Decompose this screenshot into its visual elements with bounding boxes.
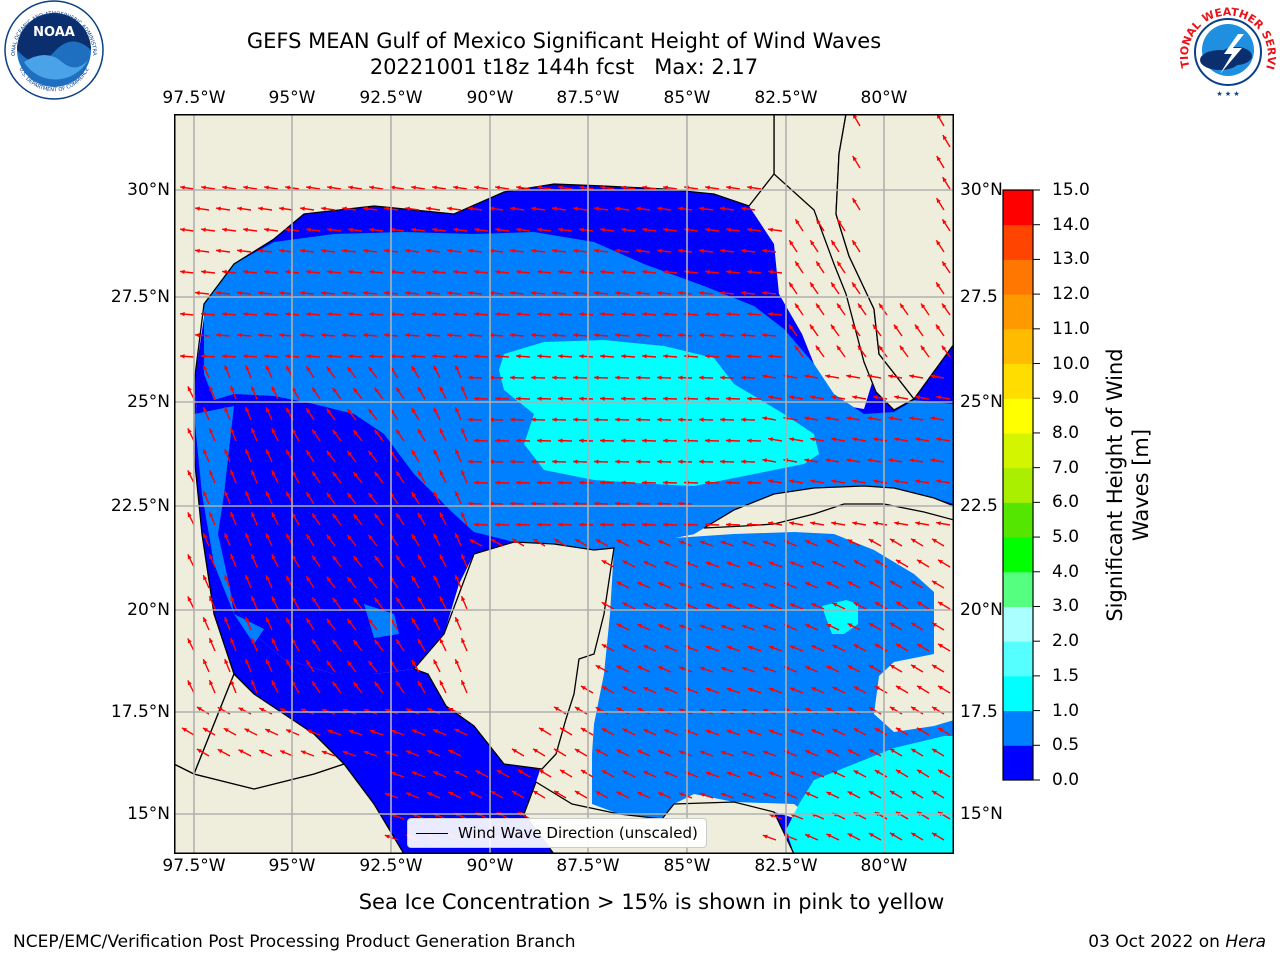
colorbar-band (1003, 745, 1033, 781)
lon-tick-bottom: 97.5°W (162, 856, 226, 876)
colorbar-band (1003, 398, 1033, 434)
colorbar-band (1003, 606, 1033, 642)
lat-tick-left: 20°N (127, 600, 170, 620)
colorbar-band (1003, 502, 1033, 538)
colorbar-tick: 8.0 (1052, 422, 1080, 443)
colorbar-label-line2: Waves [m] (1129, 428, 1153, 542)
colorbar-tick: 5.0 (1052, 527, 1080, 548)
lat-tick-right: 27.5 (960, 287, 998, 307)
colorbar-tick: 1.0 (1052, 700, 1080, 721)
noaa-logo: NOAA NATIONAL OCEANIC AND ATMOSPHERIC AD… (2, 0, 104, 100)
colorbar-band (1003, 537, 1033, 573)
nws-logo: NATIONAL WEATHER SERVICE ★ ★ ★ (1176, 0, 1278, 102)
colorbar-tick: 6.0 (1052, 492, 1080, 513)
lat-tick-right: 17.5 (960, 702, 998, 722)
lat-tick-right: 25°N (960, 392, 1003, 412)
lat-tick-left: 17.5°N (110, 702, 170, 722)
lat-tick-left: 25°N (127, 392, 170, 412)
lon-tick-top: 82.5°W (754, 88, 818, 108)
colorbar-band (1003, 224, 1033, 260)
run-host: Hera (1225, 932, 1266, 952)
lon-tick-bottom: 85°W (663, 856, 711, 876)
lon-tick-bottom: 95°W (268, 856, 316, 876)
lon-tick-bottom: 80°W (860, 856, 908, 876)
run-date-text: 03 Oct 2022 on (1088, 932, 1226, 952)
graticule (174, 114, 954, 854)
lon-tick-top: 97.5°W (162, 88, 226, 108)
lat-tick-left: 30°N (127, 180, 170, 200)
colorbar-band (1003, 190, 1033, 226)
wind-wave-arrows (179, 114, 951, 841)
colorbar-band (1003, 294, 1033, 330)
lon-tick-top: 87.5°W (556, 88, 620, 108)
map-title: GEFS MEAN Gulf of Mexico Significant Hei… (246, 29, 882, 53)
lon-tick-top: 92.5°W (359, 88, 423, 108)
colorbar-band (1003, 467, 1033, 503)
lon-tick-bottom: 92.5°W (359, 856, 423, 876)
colorbar-band (1003, 363, 1033, 399)
colorbar-tick: 0.0 (1052, 770, 1080, 790)
colorbar (1002, 189, 1040, 781)
colorbar-tick: 13.0 (1052, 249, 1090, 270)
lon-tick-bottom: 82.5°W (754, 856, 818, 876)
colorbar-band (1003, 641, 1033, 677)
map-subtitle: 20221001 t18z 144h fcst Max: 2.17 (369, 55, 759, 79)
colorbar-band (1003, 259, 1033, 295)
colorbar-tick: 10.0 (1052, 353, 1090, 374)
colorbar-band (1003, 571, 1033, 607)
colorbar-label-line1: Significant Height of Wind (1103, 348, 1127, 622)
colorbar-band (1003, 432, 1033, 469)
svg-text:★ ★ ★: ★ ★ ★ (1216, 90, 1239, 98)
lat-tick-right: 20°N (960, 600, 1003, 620)
lon-tick-top: 95°W (268, 88, 316, 108)
lat-tick-right: 15°N (960, 804, 1003, 824)
sea-ice-note: Sea Ice Concentration > 15% is shown in … (358, 890, 945, 914)
run-date: 03 Oct 2022 on Hera (1088, 932, 1266, 952)
noaa-logo-word: NOAA (33, 25, 75, 40)
colorbar-tick: 15.0 (1052, 180, 1090, 200)
gulf-of-mexico-wave-map (174, 114, 954, 854)
colorbar-band (1003, 675, 1033, 712)
colorbar-band (1003, 328, 1033, 365)
colorbar-tick: 9.0 (1052, 388, 1080, 409)
lon-tick-top: 90°W (466, 88, 514, 108)
lat-tick-left: 22.5°N (110, 496, 170, 516)
colorbar-tick: 4.0 (1052, 561, 1080, 582)
lat-tick-right: 22.5 (960, 496, 998, 516)
lon-tick-bottom: 90°W (466, 856, 514, 876)
colorbar-tick: 3.0 (1052, 596, 1080, 617)
colorbar-tick: 11.0 (1052, 318, 1090, 339)
colorbar-tick: 12.0 (1052, 284, 1090, 305)
colorbar-band (1003, 710, 1033, 746)
ocean-high-waves (499, 340, 819, 486)
colorbar-tick: 7.0 (1052, 457, 1080, 478)
lon-tick-bottom: 87.5°W (556, 856, 620, 876)
credit-line: NCEP/EMC/Verification Post Processing Pr… (13, 932, 576, 952)
colorbar-tick: 14.0 (1052, 214, 1090, 235)
colorbar-tick: 0.5 (1052, 735, 1080, 756)
legend-line-swatch (416, 832, 448, 834)
legend-label: Wind Wave Direction (unscaled) (458, 824, 698, 842)
lat-tick-left: 15°N (127, 804, 170, 824)
map-legend: Wind Wave Direction (unscaled) (407, 818, 707, 848)
lat-tick-left: 27.5°N (110, 287, 170, 307)
lon-tick-top: 85°W (663, 88, 711, 108)
colorbar-tick: 2.0 (1052, 631, 1080, 652)
lon-tick-top: 80°W (860, 88, 908, 108)
colorbar-tick: 1.5 (1052, 665, 1080, 686)
colorbar-label: Significant Height of Wind Waves [m] (1102, 325, 1154, 645)
lat-tick-right: 30°N (960, 180, 1003, 200)
